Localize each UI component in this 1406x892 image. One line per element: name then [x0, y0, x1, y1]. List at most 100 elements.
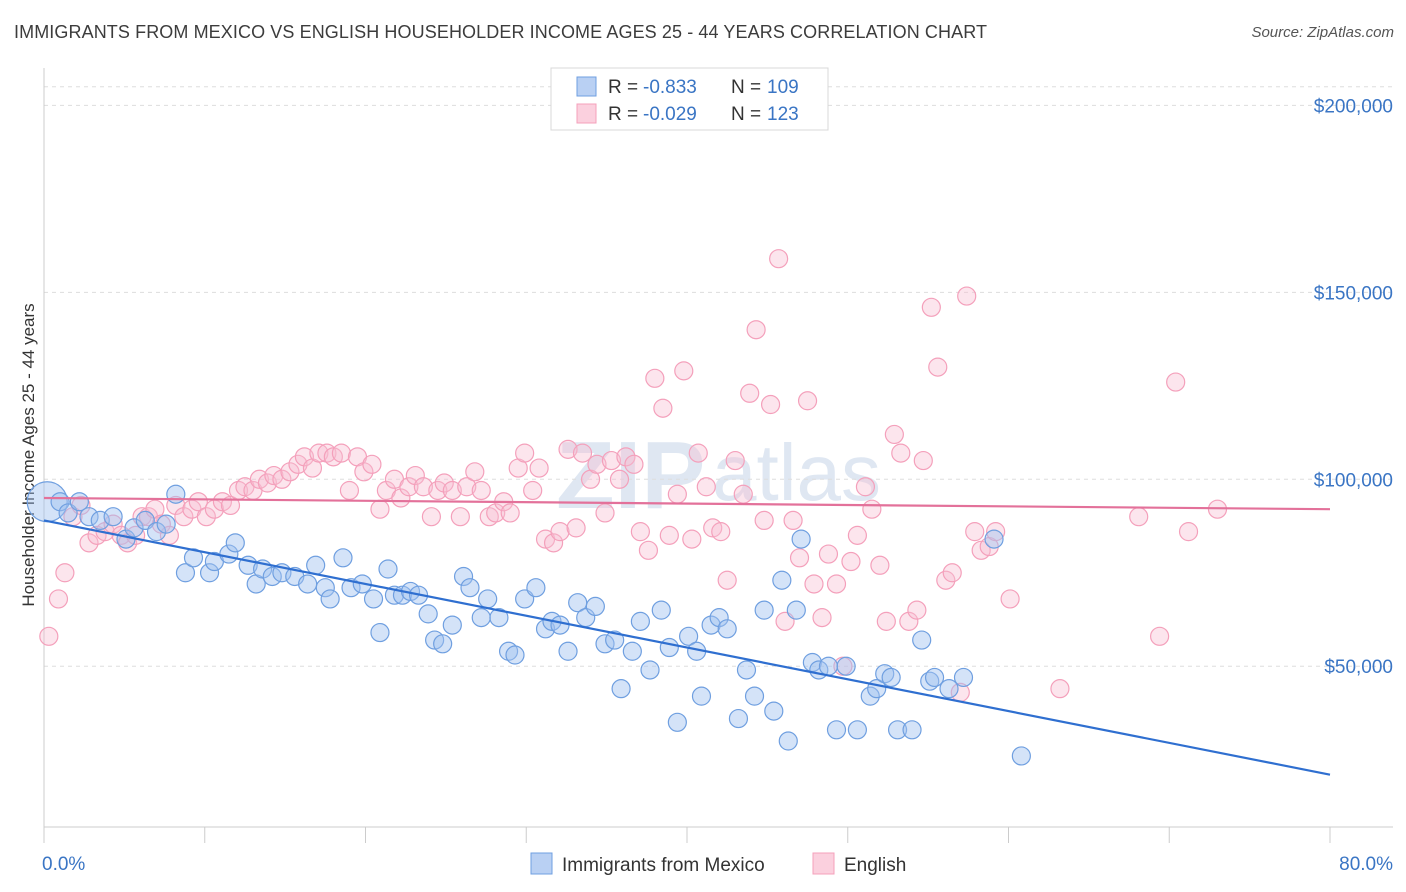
legend-r-label-pink: R = [608, 104, 638, 125]
english-point [421, 507, 442, 527]
english-point [471, 480, 491, 501]
english-point [362, 454, 382, 474]
english-point [339, 480, 360, 501]
chart-title: IMMIGRANTS FROM MEXICO VS ENGLISH HOUSEH… [14, 22, 988, 42]
legend-n-value-pink: 123 [767, 104, 799, 125]
series-legend-label-blue: Immigrants from Mexico [562, 855, 765, 876]
english-point [413, 477, 433, 497]
english-point [667, 484, 687, 504]
english-point [272, 469, 292, 489]
mexico-point [818, 656, 839, 676]
legend-n-label-pink: N = [731, 104, 761, 125]
legend-r-value-pink: -0.029 [643, 104, 697, 125]
english-point [587, 454, 607, 474]
mexico-point [478, 589, 498, 609]
english-point [783, 510, 803, 531]
mexico-point [744, 686, 765, 706]
english-point [913, 450, 933, 471]
english-point [188, 492, 208, 512]
mexico-point [489, 608, 509, 628]
mexico-point [939, 679, 959, 699]
english-point [841, 551, 861, 572]
english-point [936, 570, 956, 590]
x-tick-label: 0.0% [42, 854, 85, 875]
mexico-point [709, 608, 729, 628]
mexico-points [26, 481, 1031, 766]
english-point [876, 611, 896, 631]
english-point [688, 443, 708, 463]
mexico-point [667, 712, 687, 732]
mexico-point [1011, 746, 1031, 766]
x-tick-label: 80.0% [1339, 854, 1393, 875]
english-point [442, 480, 462, 501]
y-tick-labels: $50,000 $100,000 $150,000 $200,000 [1314, 96, 1393, 678]
mexico-point [333, 548, 353, 568]
english-point [543, 533, 564, 553]
legend-n-value-blue: 109 [767, 77, 799, 98]
english-point [500, 503, 520, 523]
mexico-point [183, 548, 204, 568]
stats-legend: R = -0.833 N = 109 R = -0.029 N = 123 [550, 67, 829, 131]
mexico-point [558, 641, 578, 661]
mexico-point [611, 679, 631, 699]
y-tick-label: $200,000 [1314, 96, 1393, 117]
mexico-point [79, 507, 99, 527]
english-point [48, 589, 69, 609]
english-point [399, 477, 419, 497]
mexico-point [370, 622, 390, 643]
english-point [288, 454, 308, 474]
english-point [595, 503, 615, 523]
english-point [769, 249, 789, 269]
mexico-point [953, 667, 974, 688]
english-point [891, 443, 911, 463]
mexico-point [860, 686, 880, 706]
mexico-point [595, 634, 615, 654]
mexico-point [717, 619, 737, 639]
english-point [465, 462, 485, 482]
english-point [428, 480, 448, 501]
english-point [1150, 626, 1170, 646]
legend-r-label-blue: R = [608, 77, 638, 98]
mexico-point [630, 611, 650, 631]
english-point [523, 480, 543, 501]
mexico-point [103, 507, 123, 527]
english-point [659, 525, 679, 545]
english-point [818, 544, 839, 564]
series-legend: Immigrants from Mexico English [530, 852, 906, 876]
english-point [653, 398, 673, 418]
mexico-point [363, 589, 384, 609]
trend-lines [43, 496, 1331, 776]
english-point [928, 357, 948, 377]
english-point [601, 450, 622, 471]
y-tick-label: $150,000 [1314, 283, 1393, 304]
english-point [804, 574, 824, 594]
mexico-point [826, 720, 847, 740]
english-point [826, 574, 847, 594]
english-points [39, 249, 1228, 702]
mexico-point [225, 533, 245, 553]
english-point [746, 320, 766, 340]
english-point [486, 503, 506, 523]
mexico-point [772, 570, 792, 590]
mexico-point [505, 645, 525, 665]
english-point [733, 484, 753, 504]
english-point [572, 443, 593, 463]
english-point [1000, 589, 1020, 609]
english-point [862, 499, 882, 519]
english-point [196, 507, 216, 527]
mexico-point [691, 686, 712, 706]
english-point [391, 488, 411, 508]
english-point [717, 570, 737, 590]
mexico-point [175, 563, 196, 583]
series-legend-swatch-blue [530, 852, 553, 875]
mexico-point [453, 566, 474, 587]
mexico-point [679, 626, 699, 646]
mexico-point [791, 529, 811, 549]
english-point [847, 525, 867, 545]
english-point [884, 424, 904, 445]
mexico-point [881, 667, 901, 688]
mexico-trend-line [43, 519, 1331, 776]
mexico-point [442, 615, 462, 635]
mexico-point [418, 604, 438, 624]
mexico-point [315, 578, 335, 598]
